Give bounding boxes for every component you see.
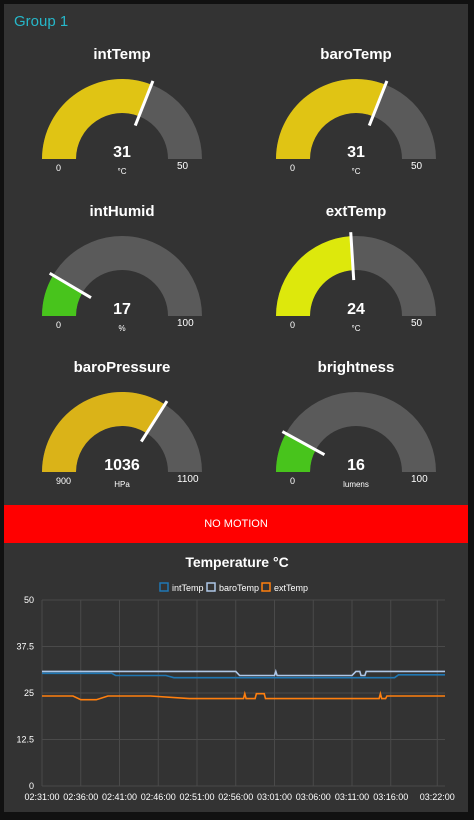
gauge-max-label: 1100 xyxy=(177,474,199,485)
gauge-min-label: 0 xyxy=(290,320,296,330)
gauge-track xyxy=(276,392,436,472)
chart-title: Temperature °C xyxy=(185,554,289,570)
gauge-dial xyxy=(42,392,202,472)
gauge-value: 1036 xyxy=(104,457,140,474)
gauge-fill xyxy=(42,275,83,316)
gauge-fill xyxy=(276,236,354,316)
group-title: Group 1 xyxy=(14,13,69,30)
gauge-value: 17 xyxy=(113,301,131,318)
gauge-max-label: 50 xyxy=(177,161,189,172)
gauge-value: 24 xyxy=(347,301,365,318)
gauge-min-label: 0 xyxy=(290,163,296,173)
gauge-extTemp: extTemp 24 °C 0 50 xyxy=(244,199,468,349)
gauge-min-label: 0 xyxy=(56,320,62,330)
gauge-fill xyxy=(276,433,316,472)
gauge-unit: HPa xyxy=(114,480,130,489)
gauge-title: baroTemp xyxy=(320,46,392,63)
gauge-baroPressure: baroPressure 1036 HPa 900 1100 xyxy=(10,355,234,505)
gauge-max-label: 100 xyxy=(411,474,428,485)
gauge-brightness: brightness 16 lumens 0 100 xyxy=(244,355,468,505)
gauge-needle xyxy=(48,271,92,299)
gauge-intTemp: intTemp 31 °C 0 50 xyxy=(10,42,234,192)
gauge-title: baroPressure xyxy=(73,359,171,376)
gauge-track xyxy=(42,236,202,316)
gauge-dial xyxy=(276,232,436,316)
gauge-needle xyxy=(349,232,356,281)
gauge-needle xyxy=(133,80,155,127)
gauge-max-label: 100 xyxy=(177,318,194,329)
gauge-intHumid: intHumid 17% 0 100 xyxy=(10,199,234,349)
gauge-max-label: 50 xyxy=(411,161,423,172)
gauge-value: 31 xyxy=(347,144,365,161)
gauge-unit: lumens xyxy=(343,480,369,489)
gauge-needle xyxy=(281,430,326,456)
gauge-dial xyxy=(42,79,202,159)
gauge-needle xyxy=(367,80,389,127)
gauge-dial xyxy=(276,79,436,159)
gauge-unit: % xyxy=(118,324,126,333)
motion-status-text: NO MOTION xyxy=(204,518,268,530)
gauge-value: 16 xyxy=(347,457,365,474)
gauge-min-label: 0 xyxy=(290,476,296,486)
gauge-title: intHumid xyxy=(89,203,155,220)
gauge-unit: °C xyxy=(117,167,127,176)
gauge-title: brightness xyxy=(317,359,395,376)
gauge-fill xyxy=(276,79,386,159)
dashboard-group: Group 1 intTemp 31 °C 0 50 baroTemp 31 °C 0 50 int… xyxy=(4,4,468,812)
gauge-title: extTemp xyxy=(325,203,387,220)
gauge-value: 31 xyxy=(113,144,131,161)
gauge-min-label: 900 xyxy=(56,476,72,486)
gauge-fill xyxy=(42,392,165,472)
gauge-dial xyxy=(42,236,202,316)
gauge-title: intTemp xyxy=(93,46,151,63)
gauge-fill xyxy=(42,79,152,159)
gauge-needle xyxy=(140,400,169,443)
gauge-dial xyxy=(276,392,436,472)
gauge-max-label: 50 xyxy=(411,318,423,329)
motion-status-banner: NO MOTION xyxy=(4,505,468,543)
gauge-min-label: 0 xyxy=(56,163,62,173)
gauge-baroTemp: baroTemp 31 °C 0 50 xyxy=(244,42,468,192)
gauge-unit: °C xyxy=(351,324,361,333)
gauge-unit: °C xyxy=(351,167,361,176)
